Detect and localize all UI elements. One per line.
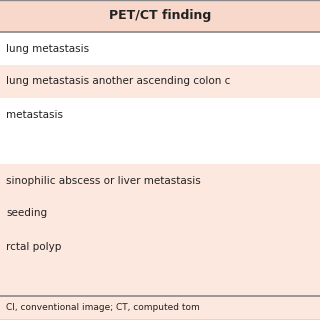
- Text: rctal polyp: rctal polyp: [6, 242, 62, 252]
- FancyBboxPatch shape: [0, 131, 320, 164]
- FancyBboxPatch shape: [0, 32, 320, 65]
- Text: PET/CT finding: PET/CT finding: [109, 10, 211, 22]
- FancyBboxPatch shape: [0, 230, 320, 263]
- Text: sinophilic abscess or liver metastasis: sinophilic abscess or liver metastasis: [6, 175, 201, 186]
- Text: lung metastasis: lung metastasis: [6, 44, 90, 53]
- FancyBboxPatch shape: [0, 164, 320, 197]
- FancyBboxPatch shape: [0, 263, 320, 296]
- FancyBboxPatch shape: [0, 98, 320, 131]
- Text: metastasis: metastasis: [6, 109, 63, 119]
- FancyBboxPatch shape: [0, 65, 320, 98]
- Text: seeding: seeding: [6, 209, 48, 219]
- Text: CI, conventional image; CT, computed tom: CI, conventional image; CT, computed tom: [6, 303, 200, 313]
- FancyBboxPatch shape: [0, 0, 320, 32]
- Text: lung metastasis another ascending colon c: lung metastasis another ascending colon …: [6, 76, 231, 86]
- FancyBboxPatch shape: [0, 197, 320, 230]
- FancyBboxPatch shape: [0, 296, 320, 320]
